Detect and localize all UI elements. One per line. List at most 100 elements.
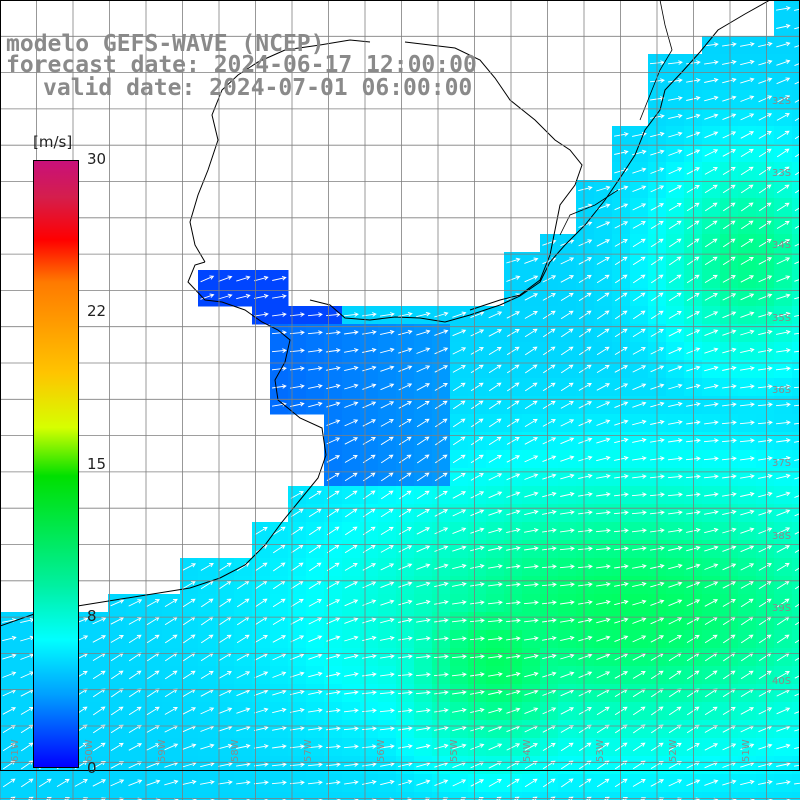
wind-arrow (379, 708, 395, 713)
wind-arrow (560, 346, 574, 356)
wind-arrow (740, 131, 755, 139)
wind-arrow (236, 707, 251, 714)
wind-arrow (218, 598, 232, 608)
wind-arrow (560, 257, 575, 265)
wind-arrow (632, 742, 646, 752)
wind-arrow (595, 510, 611, 515)
wind-cell (36, 792, 55, 800)
wind-cell (576, 792, 595, 800)
wind-arrow (524, 671, 539, 678)
wind-arrow (578, 742, 592, 752)
wind-arrow (542, 671, 557, 678)
wind-arrow (577, 546, 593, 551)
wind-cell (0, 792, 19, 800)
wind-arrow (506, 437, 520, 445)
wind-arrow (704, 420, 719, 425)
lon-label: 51W (741, 739, 752, 762)
wind-arrow (524, 455, 539, 463)
wind-arrow (524, 275, 539, 283)
wind-arrow (758, 95, 773, 103)
wind-arrow (271, 366, 287, 371)
wind-arrow (758, 366, 773, 371)
wind-arrow (776, 527, 791, 535)
wind-arrow (451, 672, 467, 677)
wind-arrow (271, 348, 287, 353)
lat-label: 38S (772, 531, 791, 542)
wind-cell (720, 792, 739, 800)
wind-arrow (686, 202, 700, 212)
lat-label: 32S (772, 96, 791, 107)
wind-arrow (704, 706, 718, 716)
wind-arrow (704, 167, 718, 175)
wind-arrow (452, 311, 467, 318)
wind-arrow (416, 472, 430, 482)
wind-cell (450, 792, 469, 800)
wind-arrow (776, 239, 791, 247)
wind-arrow (290, 491, 304, 499)
wind-arrow (488, 672, 503, 677)
colorbar-tick: 22 (87, 302, 107, 320)
wind-arrow (434, 347, 449, 355)
wind-arrow (668, 420, 683, 425)
wind-arrow (668, 563, 683, 570)
wind-arrow (578, 437, 593, 444)
wind-arrow (776, 545, 791, 553)
wind-arrow (434, 743, 449, 750)
wind-arrow (523, 600, 539, 605)
wind-arrow (308, 708, 323, 713)
wind-arrow (452, 581, 467, 587)
wind-arrow (722, 779, 737, 786)
wind-arrow (578, 635, 593, 642)
wind-arrow (758, 329, 773, 336)
wind-arrow (308, 726, 323, 731)
wind-arrow (658, 797, 665, 800)
wind-arrow (686, 329, 701, 337)
wind-arrow (92, 635, 107, 643)
valid-date: valid date: 2024-07-01 06:00:00 (43, 75, 473, 101)
wind-arrow (668, 510, 683, 515)
wind-arrow (182, 743, 197, 750)
wind-arrow (578, 310, 592, 320)
wind-arrow (596, 437, 611, 444)
wind-cell (234, 792, 253, 800)
wind-arrow (398, 508, 412, 518)
wind-arrow (272, 275, 287, 281)
wind-arrow (704, 634, 718, 644)
wind-arrow (452, 491, 467, 499)
wind-arrow (326, 544, 340, 554)
wind-arrow (704, 779, 719, 786)
wind-cell (792, 126, 800, 145)
wind-arrow (740, 545, 755, 553)
wind-arrow (434, 690, 449, 695)
wind-arrow (434, 472, 448, 482)
wind-cell (792, 684, 800, 703)
wind-arrow (398, 545, 413, 553)
wind-cell (792, 720, 800, 739)
wind-arrow (542, 707, 557, 715)
wind-arrow (542, 275, 557, 283)
wind-arrow (343, 744, 359, 749)
wind-arrow (308, 562, 322, 572)
wind-cell (594, 792, 613, 800)
wind-arrow (272, 312, 287, 317)
wind-arrow (794, 189, 800, 194)
wind-arrow (344, 599, 359, 607)
wind-arrow (164, 670, 178, 680)
wind-arrow (578, 492, 593, 497)
wind-arrow (470, 725, 485, 732)
wind-arrow (686, 347, 701, 354)
wind-cell (792, 702, 800, 721)
wind-arrow (452, 725, 467, 732)
wind-arrow (506, 311, 521, 319)
wind-arrow (92, 617, 107, 625)
wind-arrow (344, 690, 359, 695)
wind-arrow (470, 509, 485, 517)
wind-cell (756, 792, 775, 800)
wind-arrow (434, 725, 449, 731)
wind-arrow (451, 654, 467, 659)
wind-arrow (722, 293, 737, 301)
wind-arrow (200, 670, 214, 679)
wind-arrow (128, 779, 143, 787)
wind-arrow (794, 710, 800, 714)
wind-arrow (794, 603, 800, 608)
